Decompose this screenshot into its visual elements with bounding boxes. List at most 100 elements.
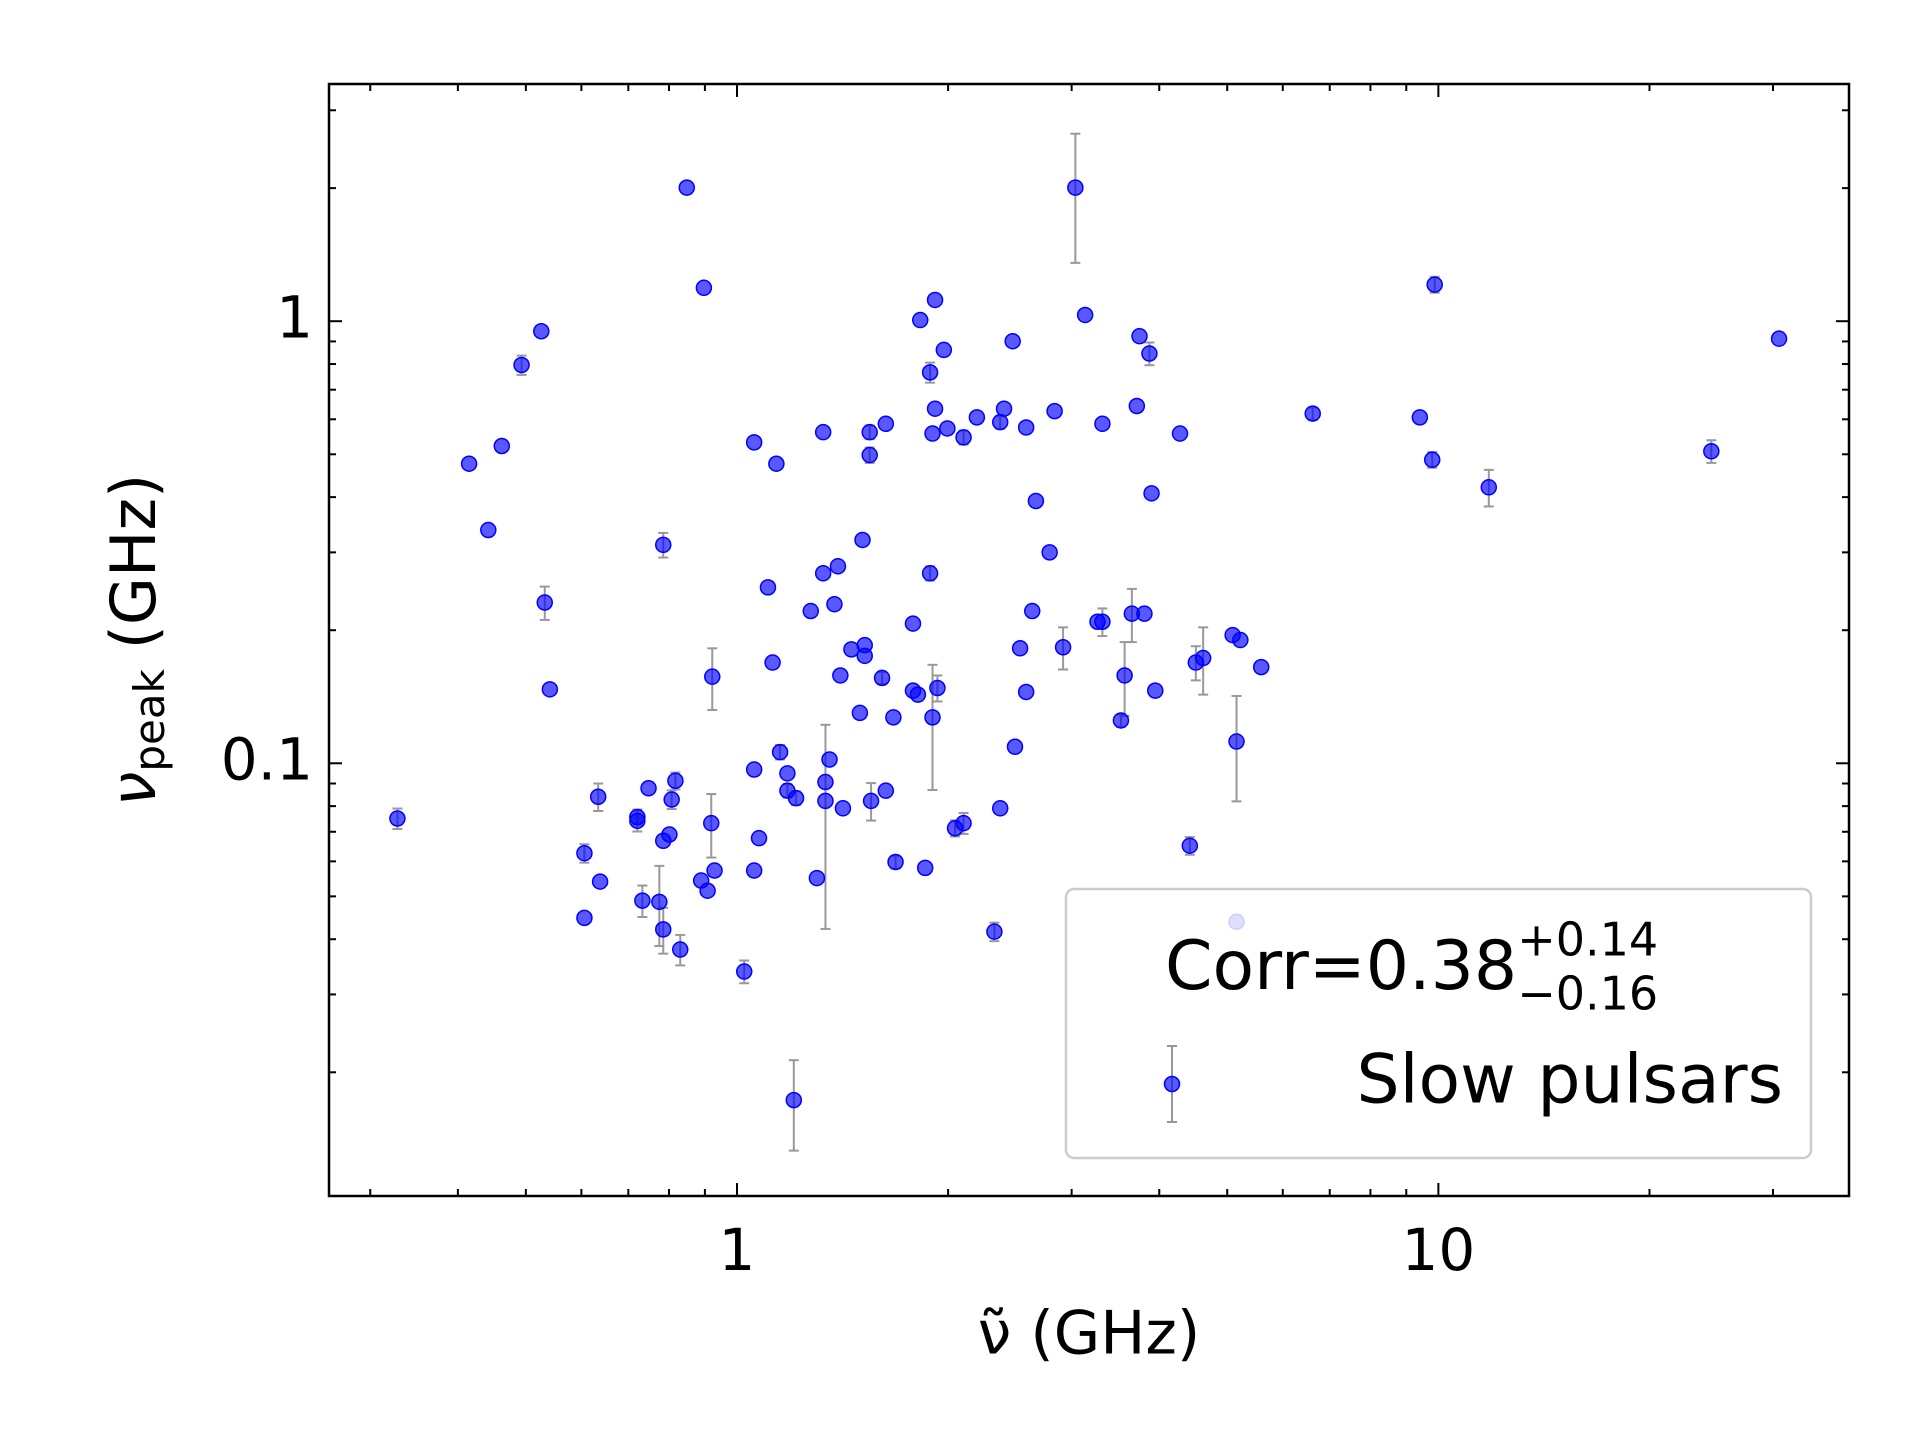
point [480, 521, 497, 539]
point [745, 761, 763, 778]
point [861, 423, 878, 441]
y-axis-label: νpeak (GHz) [97, 474, 173, 807]
x-tick-label: 10 [1401, 1216, 1475, 1284]
point [1423, 451, 1441, 468]
point [536, 594, 554, 611]
point [1041, 544, 1058, 561]
point [678, 179, 696, 196]
point [1017, 683, 1035, 701]
point [640, 780, 657, 797]
point [808, 869, 826, 887]
point [785, 1091, 803, 1109]
point [929, 679, 946, 697]
y-tick-label: 0.1 [221, 725, 313, 793]
point [939, 420, 956, 437]
point [991, 800, 1009, 817]
point [1411, 409, 1429, 426]
point [1232, 631, 1249, 649]
point [591, 873, 609, 890]
y-label-symbol: ν [97, 772, 170, 807]
point [1011, 640, 1029, 657]
point [629, 808, 646, 826]
point [1017, 419, 1035, 436]
y-tick-label: 1 [276, 283, 313, 351]
point [1006, 738, 1024, 755]
point [817, 773, 834, 791]
point [1076, 306, 1094, 324]
point [1480, 479, 1498, 496]
legend-box [1064, 887, 1813, 1160]
point [1194, 649, 1212, 667]
point [955, 429, 972, 446]
annotation-upper: +0.14 [1517, 913, 1658, 967]
point [671, 941, 689, 958]
point [861, 446, 878, 464]
point [1426, 276, 1443, 293]
point [706, 862, 723, 879]
point [968, 409, 986, 426]
point [851, 704, 869, 722]
x-tick-label: 1 [719, 1216, 756, 1284]
point [995, 400, 1013, 417]
point [802, 602, 820, 620]
point [1136, 605, 1153, 622]
legend-label: Slow pulsars [1356, 1041, 1783, 1120]
point [924, 425, 941, 442]
point [1181, 837, 1199, 854]
point [1046, 402, 1063, 420]
series [389, 132, 1788, 1152]
point [821, 751, 838, 768]
y-label-subscript: peak [125, 668, 174, 771]
point [655, 921, 672, 938]
point [1703, 442, 1720, 460]
point [1054, 639, 1072, 656]
point [759, 579, 777, 596]
point [1128, 397, 1146, 415]
point [389, 810, 406, 827]
x-axis-label: ν̃ (GHz) [978, 1299, 1201, 1369]
point [764, 654, 781, 671]
point [1094, 415, 1111, 433]
point [541, 681, 559, 698]
point [661, 826, 678, 843]
point [695, 279, 713, 297]
point [1143, 485, 1160, 502]
point [1171, 425, 1189, 442]
point [935, 341, 953, 359]
annotation: Corr=0.38 [1165, 927, 1517, 1006]
point [667, 772, 684, 790]
point [589, 788, 607, 806]
point [771, 743, 789, 761]
point [829, 558, 847, 575]
point [513, 356, 530, 374]
point [699, 882, 716, 899]
point [832, 667, 849, 684]
point [826, 595, 843, 613]
point [921, 364, 939, 381]
point [663, 791, 680, 808]
point [634, 892, 651, 909]
point [1094, 613, 1111, 631]
point [576, 844, 593, 862]
point [1228, 733, 1245, 750]
point [904, 615, 922, 632]
point [745, 862, 763, 879]
point [745, 434, 763, 451]
point [916, 859, 934, 877]
point [1116, 667, 1133, 684]
point [787, 789, 805, 807]
point [814, 565, 832, 582]
point [856, 636, 873, 654]
point [704, 668, 721, 685]
point [885, 709, 902, 726]
point [1252, 658, 1270, 676]
point [877, 782, 895, 799]
point [493, 437, 511, 455]
point [1027, 492, 1045, 510]
point [873, 669, 891, 687]
point [655, 536, 672, 554]
point [986, 923, 1003, 940]
point [1023, 602, 1041, 620]
point [877, 415, 895, 433]
